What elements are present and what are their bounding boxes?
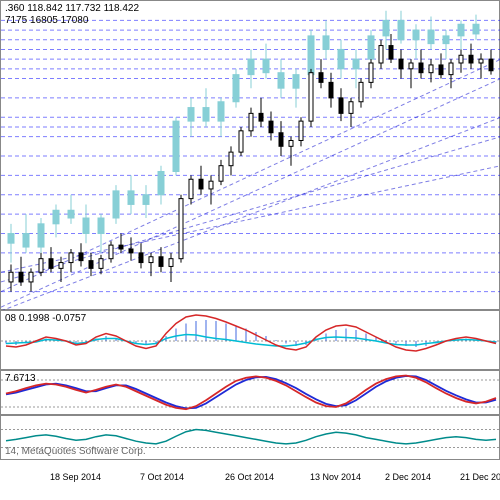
x-axis-label: 21 Dec 2014 [460,472,500,482]
x-axis-label: 2 Dec 2014 [385,472,431,482]
x-axis-label: 18 Sep 2014 [50,472,101,482]
chart-container: .360 118.842 117.732 118.422 7175 16805 … [0,0,500,500]
copyright-text: 14, MetaQuotes Software Corp. [5,446,146,457]
price-chart-panel[interactable]: .360 118.842 117.732 118.422 7175 16805 … [0,0,500,310]
x-axis-label: 7 Oct 2014 [140,472,184,482]
stoch-svg [1,371,500,416]
x-axis: 201418 Sep 20147 Oct 201426 Oct 201413 N… [0,460,500,500]
macd-panel[interactable]: 08 0.1998 -0.0757 [0,310,500,370]
rsi-panel[interactable]: 14, MetaQuotes Software Corp. [0,415,500,460]
ohlc-line1: .360 118.842 117.732 118.422 [5,3,139,15]
stoch-panel[interactable]: 7.6713 [0,370,500,415]
x-axis-label: 26 Oct 2014 [225,472,274,482]
macd-label: 08 0.1998 -0.0757 [5,313,86,324]
ohlc-header: .360 118.842 117.732 118.422 7175 16805 … [5,3,139,27]
ohlc-line2: 7175 16805 17080 [5,15,139,27]
x-axis-label: 13 Nov 2014 [310,472,361,482]
price-chart-svg [1,1,500,311]
stoch-label: 7.6713 [5,373,36,384]
